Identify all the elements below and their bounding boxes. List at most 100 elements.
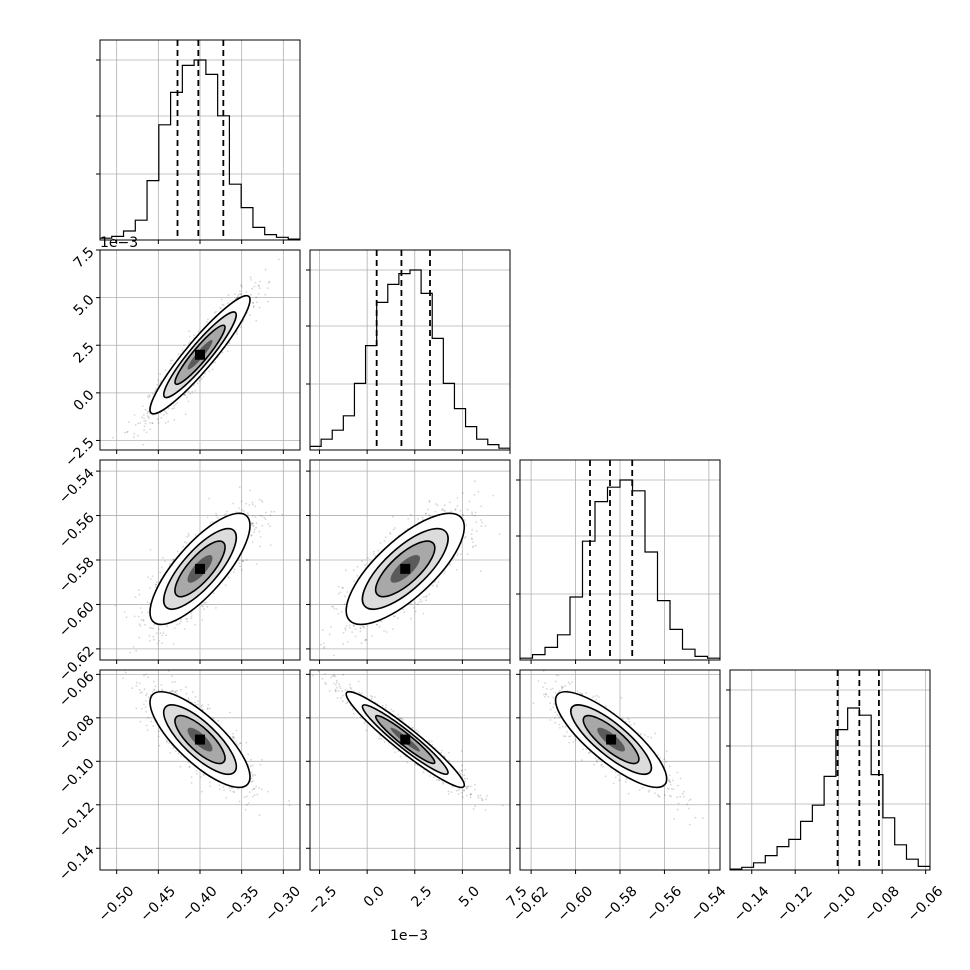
sample-point [190,612,193,615]
sample-point [471,511,473,514]
sample-point [333,654,335,657]
sample-point [468,500,471,503]
sample-point [356,574,359,577]
sample-point [223,514,226,516]
sample-point [154,586,157,588]
sample-point [164,411,167,414]
sample-point [462,492,464,495]
sample-point [450,510,452,512]
sample-point [143,429,146,431]
sample-point [179,620,182,623]
sample-point [187,390,190,393]
sample-point [258,530,261,533]
sample-point [213,592,215,595]
sample-point [212,717,215,719]
sample-point [152,680,155,683]
sample-point [236,333,239,335]
sample-point [143,425,146,428]
sample-point [184,617,187,620]
sample-point [379,542,382,544]
sample-point [215,310,217,313]
sample-point [251,795,254,798]
sample-point [177,353,180,355]
sample-point [441,509,443,511]
sample-point [212,521,214,523]
sample-point [123,611,126,613]
sample-point [174,691,176,693]
sample-point [141,405,144,407]
sample-point [410,617,413,620]
sample-point [181,349,184,352]
sample-point [255,296,258,299]
sample-point [462,514,465,517]
sample-point [392,528,395,531]
sample-point [359,630,362,633]
sample-point [331,605,333,608]
sample-point [256,793,259,796]
sample-point [194,534,197,536]
sample-point [466,553,469,556]
sample-point [135,649,138,652]
sample-point [162,632,165,634]
sample-point [269,525,271,528]
sample-point [192,691,194,694]
sample-point [463,519,466,522]
y-tick-label: 7.5 [71,244,98,271]
sample-point [167,407,170,410]
sample-point [434,510,437,513]
sample-point [389,533,392,535]
sample-point [250,758,252,761]
sample-point [196,773,198,775]
sample-point [200,706,203,708]
sample-point [149,578,152,580]
sample-point [191,390,194,393]
sample-point [194,624,196,626]
sample-point [129,651,132,654]
sample-point [144,623,147,626]
sample-point [220,307,222,310]
sample-point [128,451,130,453]
sample-point [344,627,347,630]
sample-point [148,626,151,629]
sample-point [157,422,160,424]
sample-point [233,736,236,739]
sample-point [146,601,149,603]
sample-point [159,632,162,635]
sample-point [320,643,322,646]
sample-point [346,591,349,593]
panel-2-2 [516,459,721,664]
sample-point [112,436,114,439]
sample-point [251,524,254,526]
sample-point [470,533,473,536]
y-tick-label: −0.56 [56,510,98,552]
sample-point [137,589,140,591]
sample-point [219,306,222,309]
sample-point [471,538,473,541]
sample-point [454,508,457,511]
sample-point [261,515,263,518]
sample-point [147,611,149,614]
sample-point [323,645,326,648]
sample-point [186,620,189,623]
sample-point [392,628,394,630]
sample-point [180,618,183,621]
sample-point [126,430,129,433]
sample-point [140,619,143,621]
sample-point [190,615,193,618]
sample-point [427,514,430,517]
sample-point [377,549,379,552]
sample-point [264,518,267,521]
sample-point [351,631,353,634]
sample-point [264,268,267,271]
sample-point [245,502,248,505]
sample-point [380,620,383,623]
sample-point [133,615,136,618]
sample-point [124,671,127,674]
panel-1-0: −2.50.02.55.07.5 [62,244,301,470]
sample-point [403,611,405,614]
sample-point [175,692,178,695]
sample-point [134,424,137,426]
sample-point [227,302,229,305]
sample-point [131,687,134,690]
sample-point [189,341,191,343]
